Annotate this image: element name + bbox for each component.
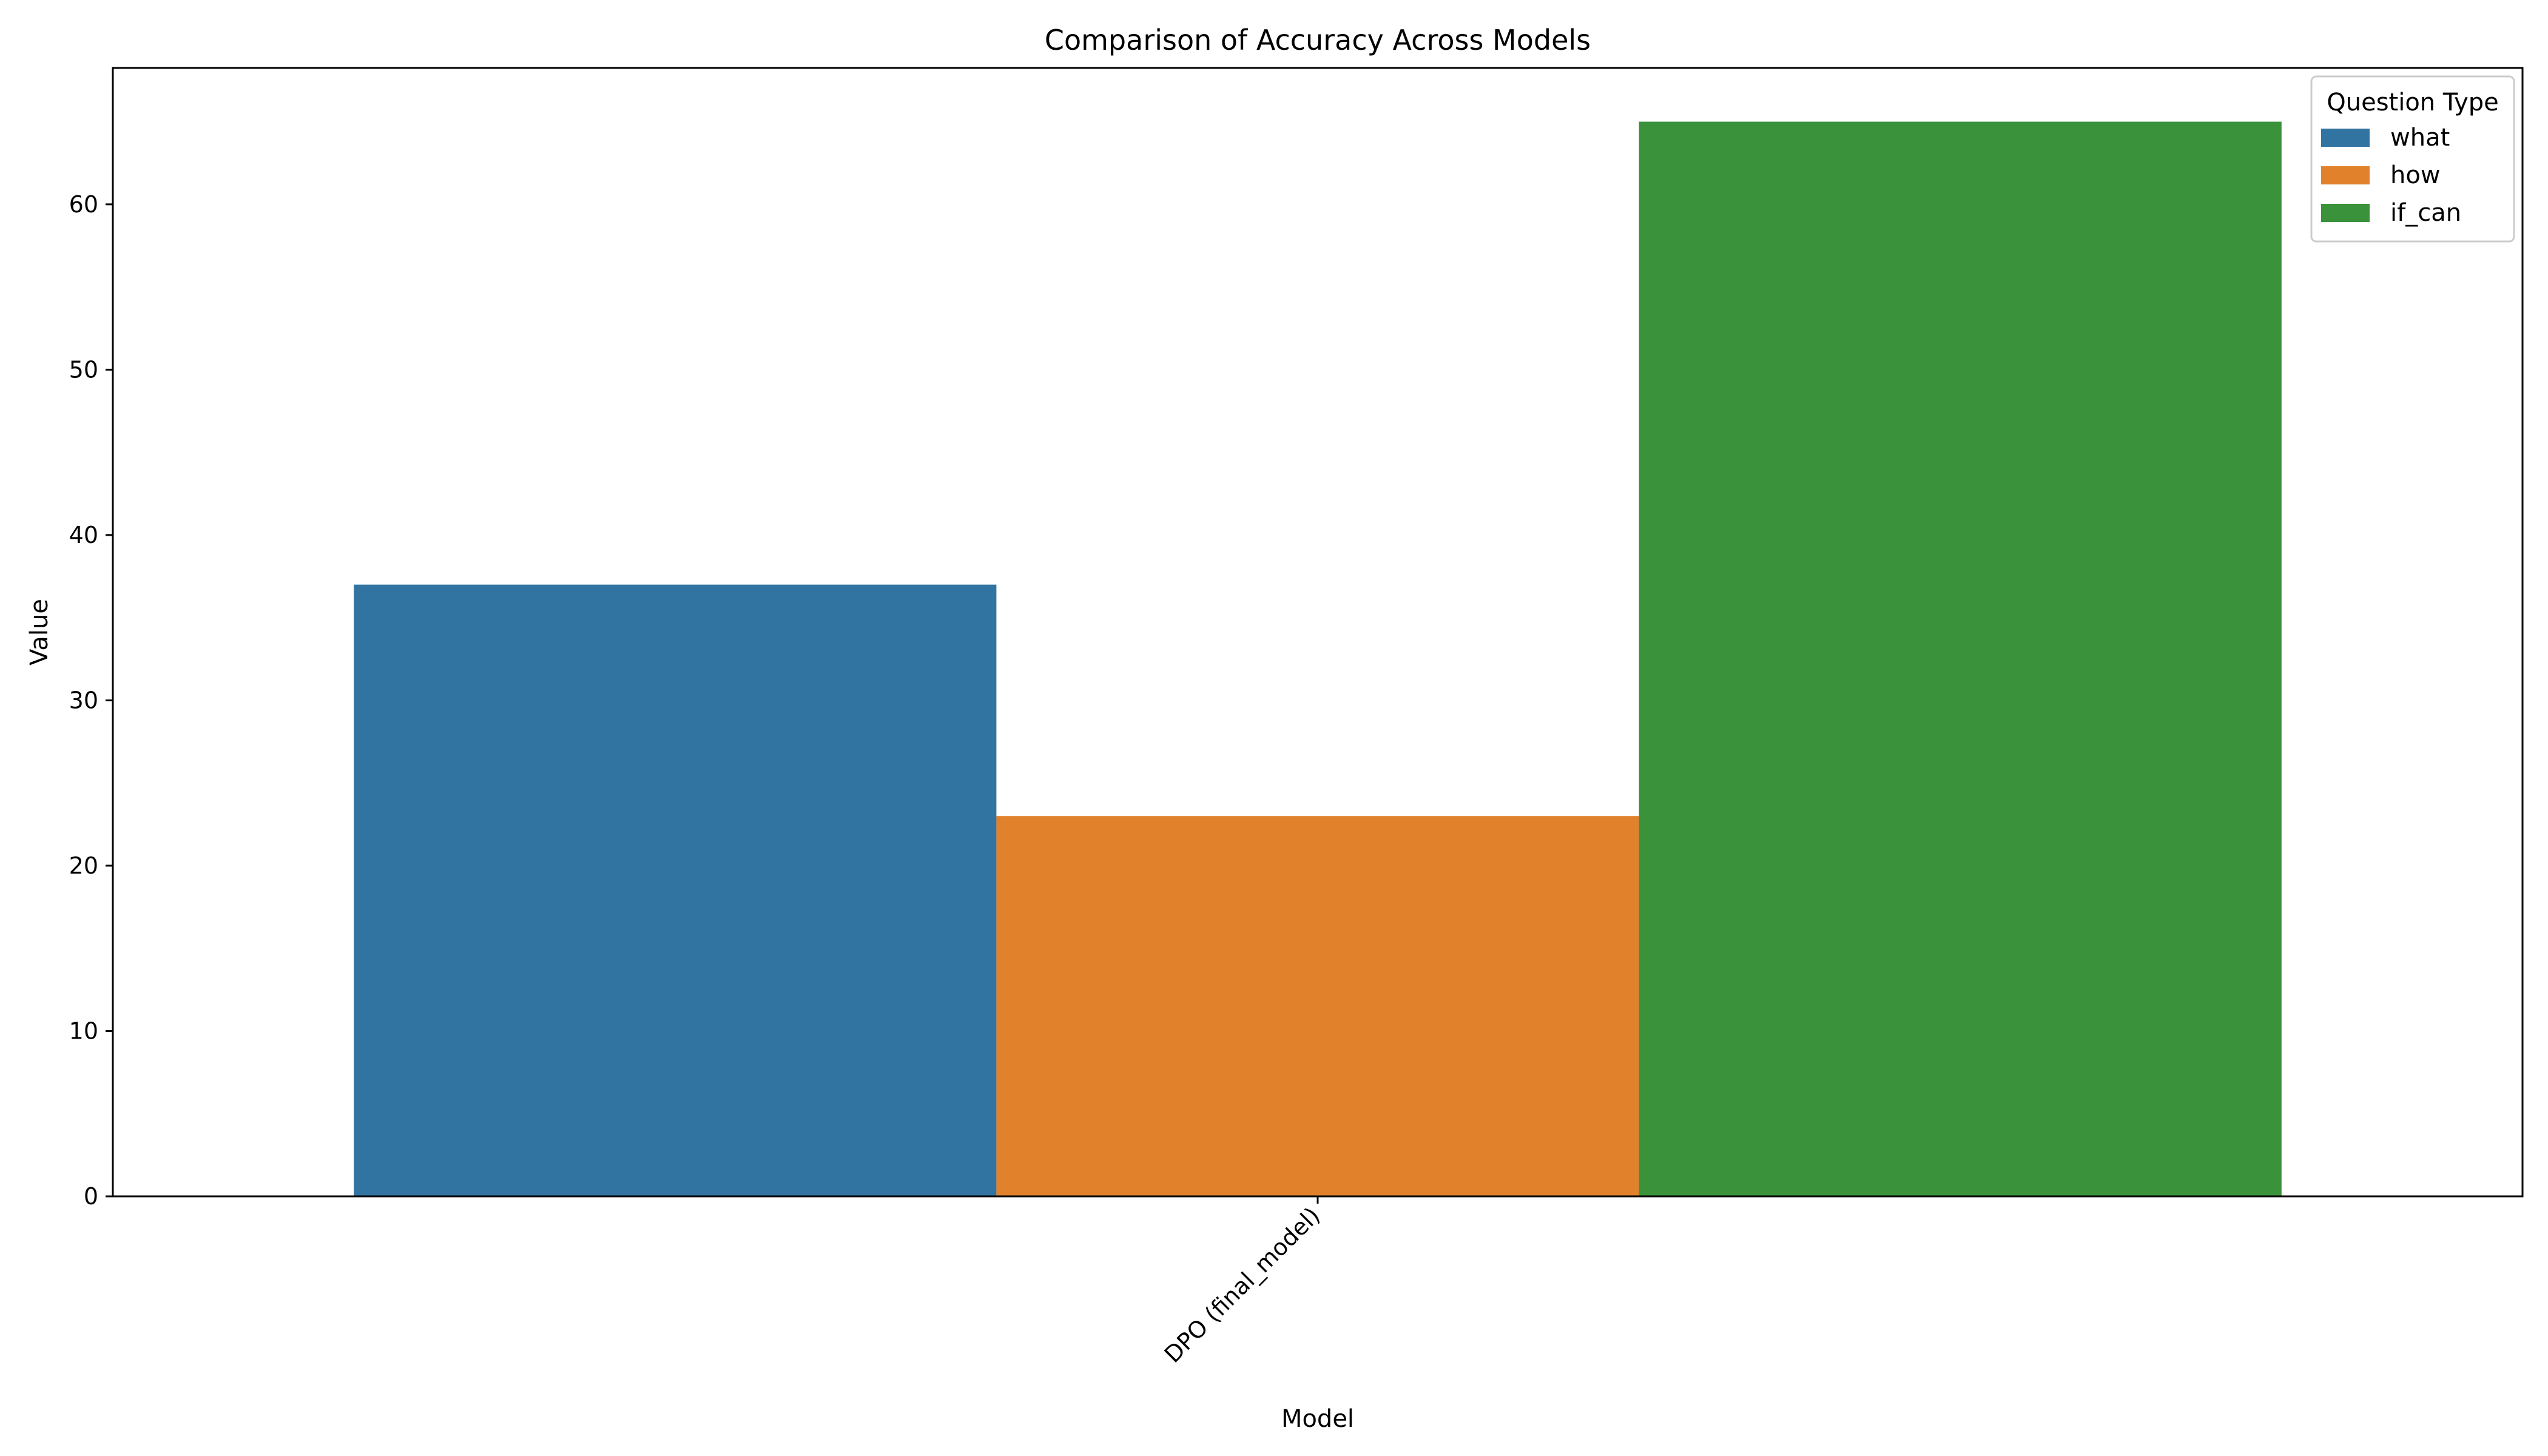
x-axis-label: Model xyxy=(1281,1405,1354,1433)
legend-title: Question Type xyxy=(2327,89,2499,116)
legend: Question Type what how if_can xyxy=(2310,75,2515,243)
legend-label-what: what xyxy=(2390,124,2450,152)
y-tick-label: 20 xyxy=(69,852,98,879)
y-tick-label: 30 xyxy=(69,687,98,713)
y-tick-label: 50 xyxy=(69,356,98,383)
legend-swatch-if-can xyxy=(2321,204,2370,222)
bar-how xyxy=(996,816,1639,1196)
y-axis-label: Value xyxy=(25,599,53,666)
bar-if-can xyxy=(1639,121,2282,1197)
y-tick-label: 40 xyxy=(69,522,98,548)
y-axis: 0 10 20 30 40 50 60 xyxy=(69,191,113,1210)
legend-box xyxy=(2310,75,2515,243)
bars-group xyxy=(354,121,2282,1197)
y-tick-label: 0 xyxy=(84,1183,98,1210)
legend-swatch-what xyxy=(2321,129,2370,147)
bar-what xyxy=(354,584,997,1196)
legend-label-how: how xyxy=(2390,161,2441,189)
chart-title: Comparison of Accuracy Across Models xyxy=(1045,24,1591,56)
legend-label-if-can: if_can xyxy=(2390,199,2461,227)
y-tick-label: 10 xyxy=(69,1017,98,1044)
legend-swatch-how xyxy=(2321,166,2370,184)
y-tick-label: 60 xyxy=(69,191,98,218)
